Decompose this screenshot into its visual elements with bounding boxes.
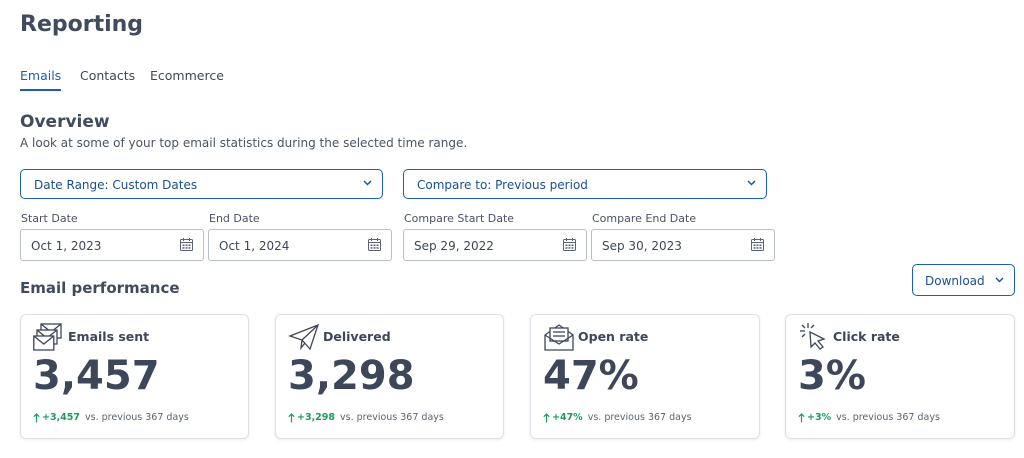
field-label: Start Date — [21, 212, 78, 225]
card-title: Click rate — [833, 329, 900, 344]
date-input[interactable]: Sep 30, 2023 — [591, 229, 775, 261]
field-label: Compare Start Date — [404, 212, 515, 225]
card-footer: +3,457 vs. previous 367 days — [33, 412, 189, 423]
dropdown[interactable]: Date Range: Custom Dates — [20, 169, 383, 199]
date-value: Sep 29, 2022 — [414, 239, 494, 253]
up-arrow-icon — [33, 412, 40, 422]
open-envelope-icon — [544, 324, 574, 351]
card-change: +47% — [552, 412, 583, 423]
stat-card: Open rate 47% +47% vs. previous 367 days — [530, 314, 760, 439]
card-value: 3,457 — [33, 353, 160, 399]
card-comparison: vs. previous 367 days — [836, 412, 940, 423]
up-arrow-icon — [798, 412, 805, 422]
tab[interactable]: Ecommerce — [150, 68, 224, 83]
up-arrow-icon — [543, 412, 550, 422]
section-description: A look at some of your top email statist… — [20, 136, 468, 150]
date-value: Oct 1, 2023 — [31, 239, 102, 253]
dropdown-label: Compare to: Previous period — [417, 178, 588, 192]
card-value: 3,298 — [288, 353, 415, 399]
date-input[interactable]: Oct 1, 2024 — [208, 229, 392, 261]
calendar-icon — [368, 238, 381, 251]
up-arrow-icon — [288, 412, 295, 422]
card-title: Open rate — [578, 329, 649, 344]
card-footer: +47% vs. previous 367 days — [543, 412, 692, 423]
dropdown-label: Date Range: Custom Dates — [34, 178, 198, 192]
section-title: Email performance — [20, 279, 180, 297]
card-title: Emails sent — [68, 329, 150, 344]
cursor-click-icon — [800, 323, 826, 350]
card-comparison: vs. previous 367 days — [340, 412, 444, 423]
field-label: Compare End Date — [592, 212, 697, 225]
button-label: Download — [925, 274, 985, 288]
chevron-icon — [363, 180, 372, 186]
chevron-icon — [747, 180, 756, 186]
envelopes-icon — [33, 323, 62, 351]
calendar-icon — [563, 238, 576, 251]
card-comparison: vs. previous 367 days — [587, 412, 692, 423]
card-title: Delivered — [323, 329, 391, 344]
section-title: Overview — [20, 112, 110, 132]
page-title: Reporting — [20, 12, 144, 37]
download-button[interactable]: Download — [912, 264, 1015, 296]
date-input[interactable]: Oct 1, 2023 — [20, 229, 204, 261]
date-input[interactable]: Sep 29, 2022 — [403, 229, 587, 261]
card-change: +3,298 — [297, 412, 336, 423]
tab[interactable]: Contacts — [80, 68, 136, 83]
card-value: 3% — [798, 353, 866, 399]
card-change: +3,457 — [42, 412, 81, 423]
chevron-icon — [995, 277, 1004, 283]
card-change: +3% — [807, 412, 832, 423]
date-value: Oct 1, 2024 — [219, 239, 290, 253]
calendar-icon — [180, 238, 193, 251]
dropdown[interactable]: Compare to: Previous period — [403, 169, 767, 199]
stat-card: Emails sent 3,457 +3,457 vs. previous 367… — [20, 314, 249, 439]
tab[interactable]: Emails — [20, 68, 62, 91]
date-value: Sep 30, 2023 — [602, 239, 682, 253]
stat-card: Click rate 3% +3% vs. previous 367 days — [785, 314, 1015, 439]
card-comparison: vs. previous 367 days — [85, 412, 189, 423]
calendar-icon — [751, 238, 764, 251]
card-footer: +3% vs. previous 367 days — [798, 412, 940, 423]
paper-plane-icon — [288, 323, 320, 351]
card-value: 47% — [543, 353, 639, 399]
field-label: End Date — [209, 212, 260, 225]
card-footer: +3,298 vs. previous 367 days — [288, 412, 444, 423]
stat-card: Delivered 3,298 +3,298 vs. previous 367 d… — [275, 314, 504, 439]
